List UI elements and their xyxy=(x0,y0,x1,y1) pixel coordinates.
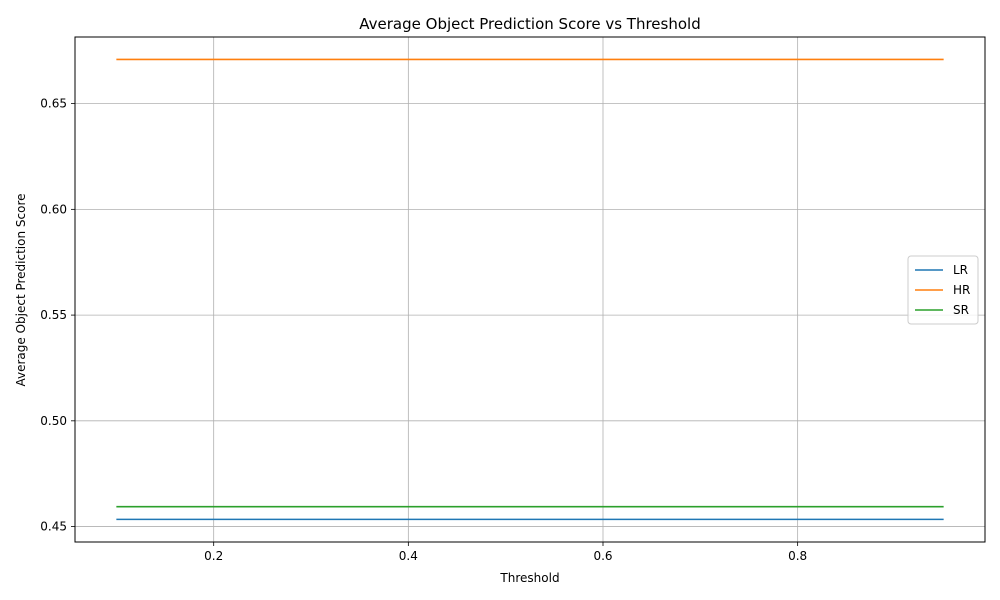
legend-label-lr: LR xyxy=(953,263,968,277)
x-axis-ticks: 0.2 0.4 0.6 0.8 xyxy=(204,542,807,563)
chart-title: Average Object Prediction Score vs Thres… xyxy=(359,15,700,33)
y-tick-label: 0.65 xyxy=(40,97,67,111)
y-tick-label: 0.45 xyxy=(40,520,67,534)
y-axis-ticks: 0.45 0.50 0.55 0.60 0.65 xyxy=(40,97,75,534)
y-axis-label: Average Object Prediction Score xyxy=(14,193,28,386)
grid-lines xyxy=(75,37,985,542)
series-lines xyxy=(116,58,944,521)
x-tick-label: 0.4 xyxy=(399,549,418,563)
legend: LR HR SR xyxy=(907,255,979,325)
x-tick-label: 0.6 xyxy=(593,549,612,563)
y-tick-label: 0.50 xyxy=(40,414,67,428)
legend-label-sr: SR xyxy=(953,303,969,317)
x-tick-label: 0.2 xyxy=(204,549,223,563)
y-tick-label: 0.60 xyxy=(40,202,67,216)
x-axis-label: Threshold xyxy=(499,571,559,585)
x-tick-label: 0.8 xyxy=(788,549,807,563)
legend-label-hr: HR xyxy=(953,283,970,297)
y-tick-label: 0.55 xyxy=(40,308,67,322)
plot-frame xyxy=(74,36,986,543)
